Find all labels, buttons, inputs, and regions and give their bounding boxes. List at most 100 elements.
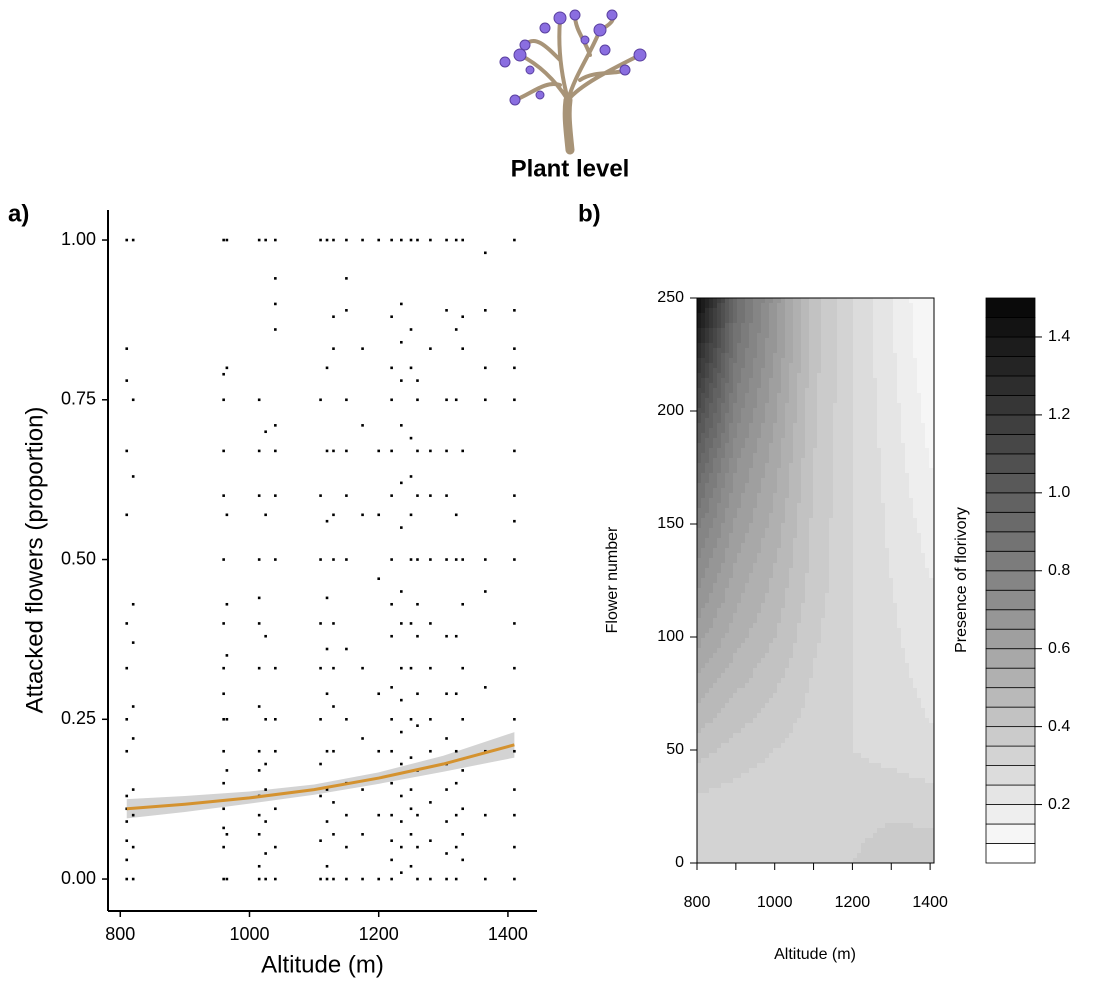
- contour-cell: [769, 418, 774, 424]
- contour-cell: [917, 493, 922, 499]
- contour-cell: [697, 578, 702, 584]
- contour-cell: [861, 683, 866, 689]
- contour-cell: [917, 338, 922, 344]
- contour-cell: [805, 618, 810, 624]
- contour-cell: [753, 358, 758, 364]
- contour-cell: [901, 618, 906, 624]
- contour-cell: [745, 358, 750, 364]
- point: [258, 865, 261, 868]
- contour-cell: [717, 538, 722, 544]
- contour-cell: [725, 348, 730, 354]
- contour-cell: [781, 663, 786, 669]
- contour-cell: [725, 548, 730, 554]
- contour-cell: [889, 503, 894, 509]
- contour-cell: [845, 548, 850, 554]
- contour-cell: [853, 393, 858, 399]
- contour-cell: [793, 523, 798, 529]
- contour-cell: [825, 533, 830, 539]
- point: [513, 667, 516, 670]
- contour-cell: [725, 493, 730, 499]
- contour-cell: [849, 478, 854, 484]
- contour-cell: [909, 603, 914, 609]
- contour-cell: [805, 448, 810, 454]
- contour-cell: [725, 553, 730, 559]
- contour-cell: [721, 623, 726, 629]
- contour-cell: [749, 363, 754, 369]
- contour-cell: [885, 363, 890, 369]
- contour-cell: [917, 603, 922, 609]
- contour-cell: [805, 363, 810, 369]
- contour-cell: [697, 568, 702, 574]
- contour-cell: [897, 683, 902, 689]
- contour-cell: [845, 328, 850, 334]
- contour-cell: [821, 373, 826, 379]
- contour-cell: [745, 483, 750, 489]
- contour-cell: [885, 633, 890, 639]
- contour-cell: [745, 578, 750, 584]
- contour-cell: [749, 513, 754, 519]
- contour-cell: [725, 353, 730, 359]
- contour-cell: [801, 463, 806, 469]
- contour-cell: [905, 618, 910, 624]
- contour-cell: [889, 438, 894, 444]
- contour-cell: [897, 613, 902, 619]
- contour-cell: [825, 338, 830, 344]
- contour-cell: [757, 478, 762, 484]
- contour-cell: [833, 408, 838, 414]
- contour-cell: [857, 498, 862, 504]
- contour-cell: [841, 558, 846, 564]
- contour-cell: [765, 383, 770, 389]
- contour-cell: [917, 358, 922, 364]
- contour-cell: [829, 503, 834, 509]
- contour-cell: [773, 493, 778, 499]
- contour-cell: [889, 548, 894, 554]
- contour-cell: [797, 598, 802, 604]
- contour-cell: [769, 663, 774, 669]
- contour-cell: [725, 478, 730, 484]
- contour-cell: [733, 668, 738, 674]
- contour-cell: [777, 368, 782, 374]
- contour-cell: [757, 403, 762, 409]
- point: [377, 450, 380, 453]
- contour-cell: [829, 368, 834, 374]
- contour-cell: [857, 473, 862, 479]
- contour-cell: [861, 318, 866, 324]
- contour-cell: [849, 588, 854, 594]
- contour-cell: [697, 638, 702, 644]
- contour-cell: [721, 518, 726, 524]
- contour-cell: [785, 568, 790, 574]
- contour-cell: [845, 438, 850, 444]
- contour-cell: [729, 548, 734, 554]
- contour-cell: [697, 453, 702, 459]
- point: [326, 597, 329, 600]
- contour-cell: [921, 668, 926, 674]
- contour-cell: [905, 493, 910, 499]
- point: [345, 846, 348, 849]
- contour-cell: [753, 433, 758, 439]
- contour-cell: [725, 358, 730, 364]
- contour-cell: [741, 308, 746, 314]
- contour-cell: [841, 508, 846, 514]
- contour-cell: [897, 318, 902, 324]
- contour-cell: [853, 648, 858, 654]
- contour-cell: [781, 393, 786, 399]
- contour-cell: [857, 403, 862, 409]
- contour-cell: [769, 508, 774, 514]
- contour-cell: [733, 348, 738, 354]
- contour-cell: [917, 548, 922, 554]
- contour-cell: [905, 313, 910, 319]
- contour-cell: [813, 458, 818, 464]
- contour-cell: [917, 308, 922, 314]
- contour-cell: [853, 498, 858, 504]
- contour-cell: [697, 423, 702, 429]
- contour-cell: [805, 563, 810, 569]
- contour-cell: [797, 483, 802, 489]
- point: [416, 494, 419, 497]
- contour-cell: [889, 603, 894, 609]
- contour-cell: [725, 573, 730, 579]
- contour-cell: [793, 538, 798, 544]
- contour-cell: [813, 663, 818, 669]
- contour-cell: [713, 503, 718, 509]
- contour-cell: [709, 543, 714, 549]
- contour-cell: [733, 683, 738, 689]
